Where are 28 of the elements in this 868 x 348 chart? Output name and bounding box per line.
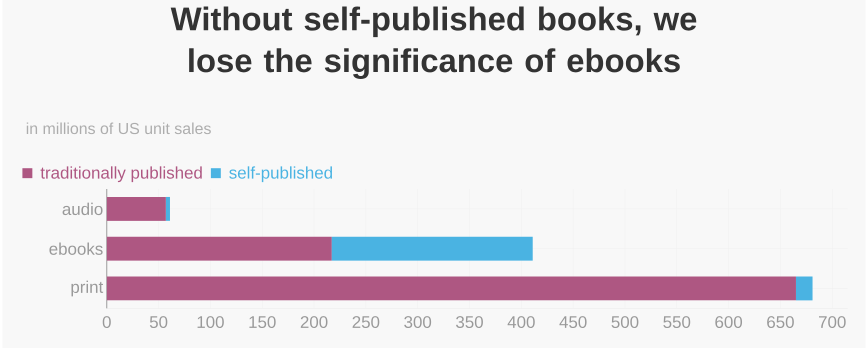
x-tick-label: 250 bbox=[352, 316, 380, 328]
x-tick-label: 0 bbox=[102, 316, 111, 328]
legend-label: self-published bbox=[229, 166, 332, 182]
x-tick-label: 100 bbox=[198, 316, 224, 328]
x-tick-label: 350 bbox=[456, 316, 483, 328]
y-tick-label: print bbox=[71, 280, 104, 296]
x-tick-label: 500 bbox=[612, 316, 638, 328]
x-tick-label: 650 bbox=[767, 316, 794, 328]
legend-label: traditionally published bbox=[40, 166, 202, 182]
bar bbox=[332, 236, 533, 261]
bar bbox=[106, 276, 796, 300]
x-tick-label: 150 bbox=[249, 316, 276, 328]
x-tick-label: 700 bbox=[819, 316, 846, 328]
chart-subtitle: in millions of US unit sales bbox=[26, 122, 211, 134]
x-tick-label: 550 bbox=[663, 316, 690, 328]
x-tick-label: 200 bbox=[300, 316, 328, 328]
x-tick-label: 300 bbox=[404, 316, 432, 328]
bar bbox=[106, 196, 166, 221]
x-tick-label: 50 bbox=[150, 316, 168, 328]
bar bbox=[796, 276, 813, 300]
x-tick-label: 600 bbox=[715, 316, 742, 328]
y-tick-label: audio bbox=[62, 202, 103, 216]
x-tick-label: 400 bbox=[508, 316, 535, 328]
bar bbox=[106, 236, 332, 261]
y-tick-label: ebooks bbox=[49, 242, 103, 255]
bar bbox=[166, 196, 170, 221]
chart-title: Without self-published books, we lose the significance of ebooks bbox=[170, 6, 696, 79]
x-tick-label: 450 bbox=[559, 316, 587, 328]
